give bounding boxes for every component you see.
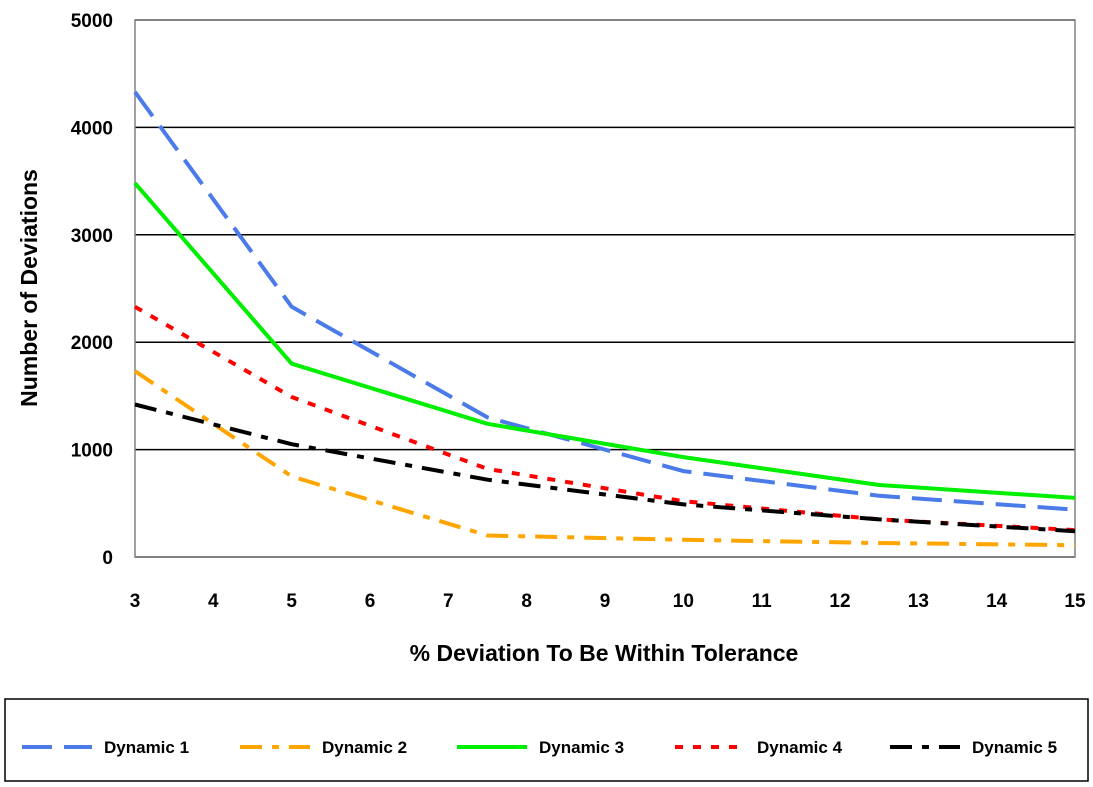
- x-tick-label: 9: [600, 591, 611, 612]
- legend: Dynamic 1 Dynamic 2 Dynamic 3 Dynamic 4 Dyna…: [22, 738, 1057, 757]
- x-tick-label: 7: [443, 591, 454, 612]
- series-line-dynamic-3: [133, 181, 1076, 500]
- legend-item: Dynamic 4: [675, 738, 843, 757]
- plot-area-frame: [134, 19, 1076, 558]
- y-tick-label: 3000: [71, 226, 113, 247]
- legend-label: Dynamic 5: [972, 738, 1057, 757]
- y-axis-title: Number of Deviations: [16, 169, 42, 407]
- x-tick-label: 4: [208, 591, 219, 612]
- series-line-dynamic-4: [134, 305, 1076, 533]
- series-line-dynamic-5: [134, 402, 1076, 534]
- x-tick-label: 3: [130, 591, 141, 612]
- x-tick-label: 13: [908, 591, 929, 612]
- series-line-dynamic-1: [133, 90, 1076, 512]
- x-axis-title: % Deviation To Be Within Tolerance: [410, 640, 799, 666]
- y-tick-label: 4000: [71, 118, 113, 139]
- x-tick-label: 14: [986, 591, 1008, 612]
- series-lines: [133, 90, 1076, 548]
- x-tick-label: 12: [829, 591, 850, 612]
- y-tick-label: 5000: [71, 11, 113, 32]
- gridlines: [135, 19, 1075, 558]
- legend-item: Dynamic 5: [890, 738, 1057, 757]
- x-tick-label: 11: [752, 591, 773, 612]
- series-line-dynamic-2: [133, 369, 1076, 548]
- legend-box: [4, 698, 1089, 782]
- legend-label: Dynamic 3: [539, 738, 624, 757]
- legend-item: Dynamic 3: [457, 738, 624, 757]
- legend-label: Dynamic 4: [757, 738, 843, 757]
- y-tick-label: 1000: [71, 441, 113, 462]
- y-tick-labels: 0 1000 2000 3000 4000 5000: [71, 11, 113, 569]
- legend-item: Dynamic 1: [22, 738, 189, 757]
- legend-label: Dynamic 2: [322, 738, 407, 757]
- x-tick-label: 10: [673, 591, 694, 612]
- legend-label: Dynamic 1: [104, 738, 189, 757]
- legend-item: Dynamic 2: [240, 738, 407, 757]
- x-tick-label: 5: [286, 591, 297, 612]
- y-tick-label: 0: [102, 548, 113, 569]
- x-tick-label: 15: [1064, 591, 1086, 612]
- y-tick-label: 2000: [71, 333, 113, 354]
- x-tick-label: 8: [521, 591, 532, 612]
- x-tick-labels: 3 4 5 6 7 8 9 10 11 12 13 14 15: [130, 591, 1086, 612]
- x-tick-label: 6: [365, 591, 376, 612]
